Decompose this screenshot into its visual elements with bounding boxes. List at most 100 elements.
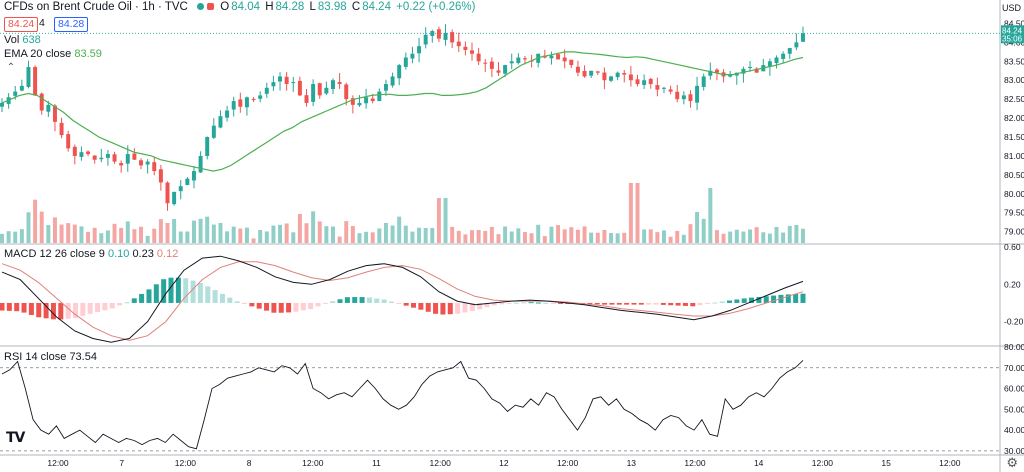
macd-hist-bar: [403, 302, 409, 306]
macd-hist-bar: [293, 302, 299, 312]
ema-legend[interactable]: EMA 20 close 83.59: [4, 48, 102, 60]
rsi-tick-label: 70.00: [1004, 363, 1024, 373]
volume-bar: [529, 233, 534, 243]
macd-tick-label: -0.20: [1004, 317, 1024, 327]
volume-bar: [787, 225, 792, 243]
volume-bar: [59, 224, 64, 243]
macd-hist-bar: [521, 302, 527, 304]
volume-bar: [628, 183, 633, 243]
open-label: O: [220, 1, 230, 14]
candle-body: [79, 152, 84, 157]
volume-bar: [297, 213, 302, 243]
volume-bar: [218, 222, 223, 243]
volume-bar: [390, 225, 395, 243]
volume-bar: [139, 226, 144, 243]
candle-body: [231, 101, 236, 110]
candle-body: [112, 154, 117, 162]
macd-hist-value: 0.10: [107, 248, 130, 260]
macd-hist-bar: [477, 302, 483, 310]
volume-bar: [19, 229, 24, 243]
macd-hist-bar: [587, 302, 593, 305]
tradingview-logo[interactable]: TV: [6, 430, 25, 446]
volume-bar: [238, 228, 243, 243]
macd-hist-bar: [227, 297, 233, 303]
macd-hist-bar: [727, 300, 733, 303]
volume-bar: [681, 234, 686, 243]
volume-bar: [688, 224, 693, 243]
candle-body: [516, 57, 521, 64]
candle-body: [152, 162, 157, 172]
time-tick-label: 14: [754, 458, 764, 468]
macd-legend[interactable]: MACD 12 26 close 9 0.10 0.23 0.12: [4, 248, 178, 260]
ema-label: EMA 20 close: [4, 48, 72, 60]
macd-hist-bar: [161, 279, 167, 303]
volume-bar: [158, 219, 163, 243]
candle-body: [575, 66, 580, 73]
time-tick-label: 12:00: [430, 458, 452, 468]
time-tick-label: 12:00: [302, 458, 324, 468]
gear-icon[interactable]: ⚙: [1006, 455, 1018, 470]
candle-body: [119, 163, 124, 166]
volume-bar: [185, 231, 190, 243]
candle-body: [331, 80, 335, 90]
candle-body: [397, 65, 402, 79]
chevron-up-icon[interactable]: ⌃: [6, 62, 16, 73]
rsi-legend[interactable]: RSI 14 close 73.54: [4, 351, 97, 363]
volume-bar: [589, 232, 594, 243]
volume-bar: [211, 224, 216, 243]
candle-body: [278, 76, 283, 82]
buy-price-button[interactable]: 84.28: [54, 17, 89, 32]
macd-hist-bar: [528, 302, 534, 304]
candle-body: [602, 72, 607, 81]
rsi-line: [1, 360, 804, 450]
macd-hist-bar: [197, 283, 203, 303]
low-value: 83.98: [317, 1, 347, 14]
ohlc-values: O 84.04 H 84.28 L 83.98 C 84.24 +0.22 (+0.26…: [220, 1, 477, 13]
candle-body: [483, 62, 488, 64]
candle-body: [304, 95, 309, 103]
volume-bar: [344, 221, 349, 243]
ema-line: [1, 51, 804, 172]
volume-bar: [781, 232, 786, 243]
candle-body: [139, 160, 144, 166]
spread-value: 4: [39, 17, 45, 29]
volume-bar: [728, 231, 733, 243]
candle-body: [708, 70, 713, 76]
macd-hist-bar: [102, 302, 108, 311]
macd-hist-bar: [690, 302, 696, 307]
macd-hist-bar: [6, 302, 12, 311]
volume-legend[interactable]: Vol 638: [4, 34, 41, 46]
candle-body: [562, 57, 567, 62]
symbol-title[interactable]: CFDs on Brent Crude Oil · 1h · TVC: [4, 1, 188, 14]
candle-body: [655, 85, 660, 90]
volume-bar: [496, 234, 501, 243]
time-tick-label: 12:00: [47, 458, 69, 468]
volume-bar: [595, 232, 600, 243]
macd-hist-bar: [491, 302, 497, 306]
price-tick-label: 80.50: [1004, 170, 1024, 180]
price-tick-label: 82.50: [1004, 94, 1024, 104]
macd-hist-bar: [557, 302, 563, 304]
macd-hist-bar: [205, 286, 211, 303]
sell-price-button[interactable]: 84.24: [4, 17, 39, 32]
candle-body: [595, 71, 600, 73]
macd-hist-bar: [616, 302, 622, 305]
volume-bar: [99, 233, 104, 243]
candle-body: [350, 98, 355, 105]
macd-hist-bar: [675, 302, 681, 306]
macd-hist-bar: [72, 302, 78, 318]
volume-bar: [311, 211, 316, 243]
volume-bar: [244, 227, 249, 243]
candle-body: [509, 61, 514, 64]
currency-label[interactable]: USD: [1001, 3, 1021, 13]
macd-hist-bar: [609, 302, 615, 305]
macd-hist-bar: [21, 302, 27, 313]
candle-body: [33, 67, 38, 96]
volume-bar: [52, 217, 57, 243]
volume-label: Vol: [4, 34, 20, 46]
rsi-label: RSI 14 close: [4, 351, 67, 363]
candle-body: [748, 66, 753, 69]
volume-bar: [66, 223, 71, 243]
macd-hist-bar: [322, 302, 328, 304]
